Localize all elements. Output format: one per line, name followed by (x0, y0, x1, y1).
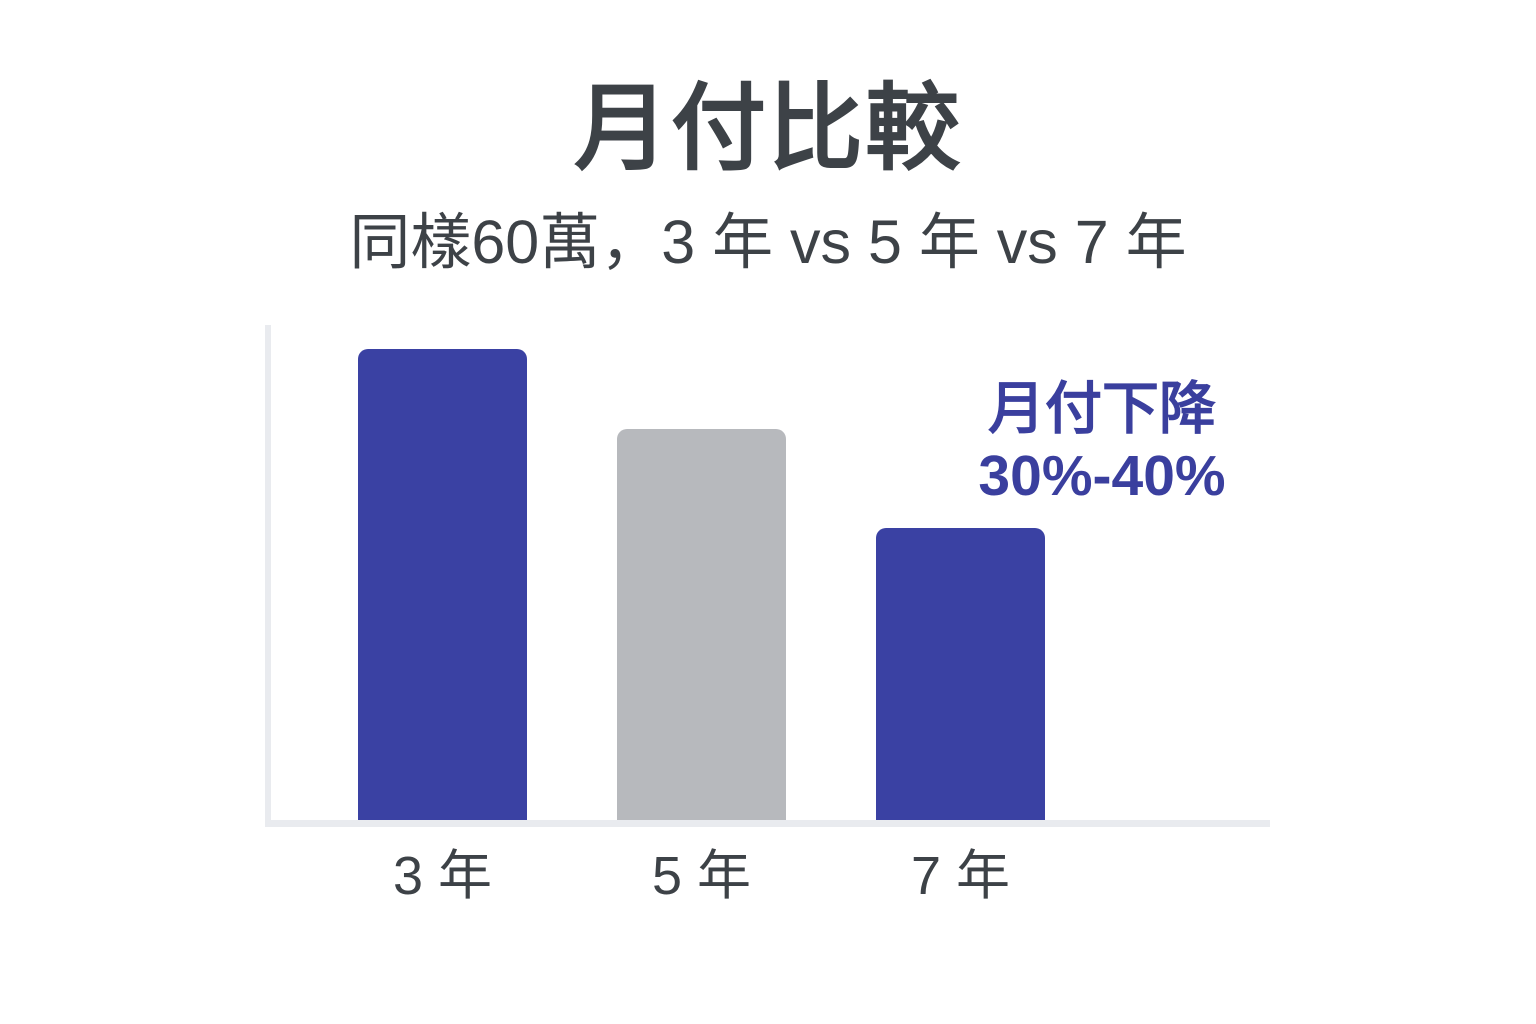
chart-subtitle: 同樣60萬，3 年 vs 5 年 vs 7 年 (349, 208, 1187, 276)
plot-area (265, 325, 1270, 820)
annotation-line2: 30%-40% (978, 444, 1226, 509)
bar-1 (358, 349, 527, 820)
annotation-line1: 月付下降 (988, 377, 1216, 441)
x-label-2: 5 年 (651, 846, 752, 906)
x-axis-line (265, 820, 1270, 827)
x-label-3: 7 年 (910, 846, 1011, 906)
bar-2 (617, 429, 786, 820)
bar-3 (876, 528, 1045, 820)
y-axis-line (265, 325, 271, 827)
chart-title: 月付比較 (573, 76, 962, 182)
annotation-callout: 月付下降 30%-40% (952, 376, 1252, 511)
x-label-1: 3 年 (392, 846, 493, 906)
